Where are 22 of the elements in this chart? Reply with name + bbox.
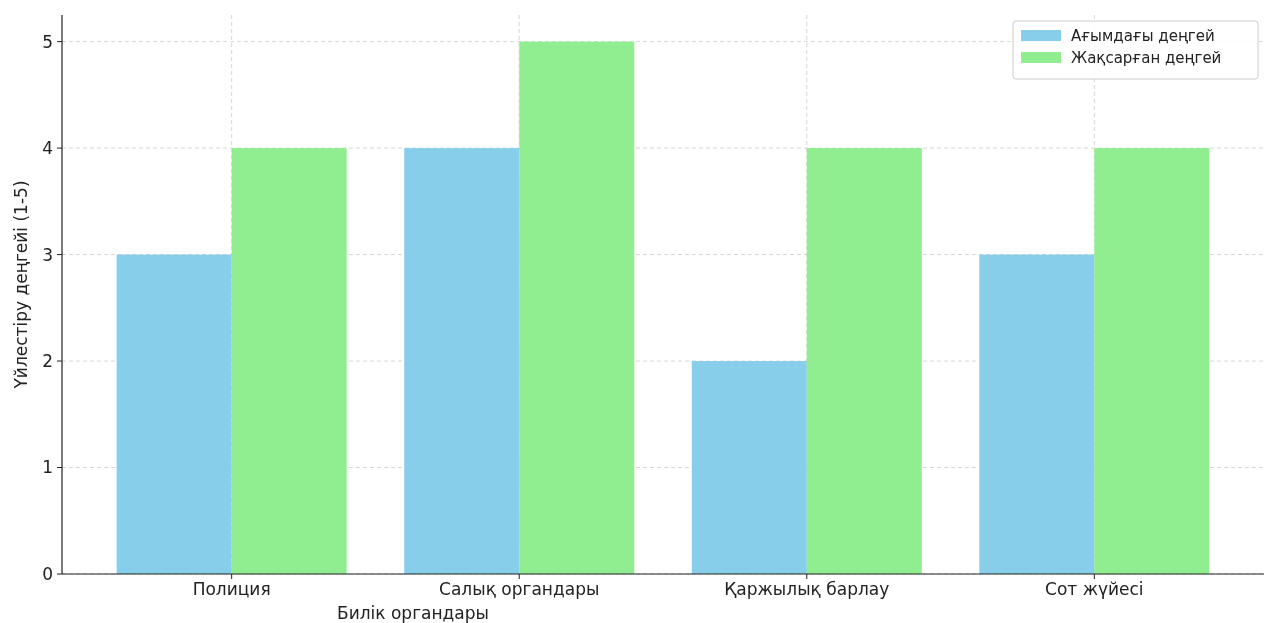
y-axis-title: Үйлестіру деңгейі (1-5) — [11, 180, 31, 390]
y-tick-label: 1 — [42, 457, 53, 478]
x-axis-title: Билік органдары — [336, 603, 490, 623]
y-tick-label: 3 — [42, 244, 53, 265]
y-tick-label: 0 — [42, 563, 53, 584]
bar — [1094, 148, 1210, 574]
y-tick-label: 5 — [42, 31, 53, 52]
bar — [806, 148, 922, 574]
y-tick-label: 4 — [42, 138, 53, 159]
x-tick-label: Сот жүйесі — [1045, 579, 1144, 599]
y-tick-label: 2 — [42, 351, 53, 371]
bar — [691, 361, 807, 574]
x-tick-label: Полиция — [192, 579, 271, 599]
bar — [231, 148, 347, 574]
bar — [404, 148, 520, 574]
bar — [979, 254, 1095, 574]
legend-label: Жақсарған деңгей — [1071, 49, 1222, 68]
x-tick-label: Салық органдары — [439, 579, 600, 599]
legend-label: Ағымдағы деңгей — [1071, 27, 1215, 46]
x-tick-label: Қаржылық барлау — [724, 579, 890, 599]
bar — [116, 254, 232, 574]
bar — [519, 41, 635, 574]
